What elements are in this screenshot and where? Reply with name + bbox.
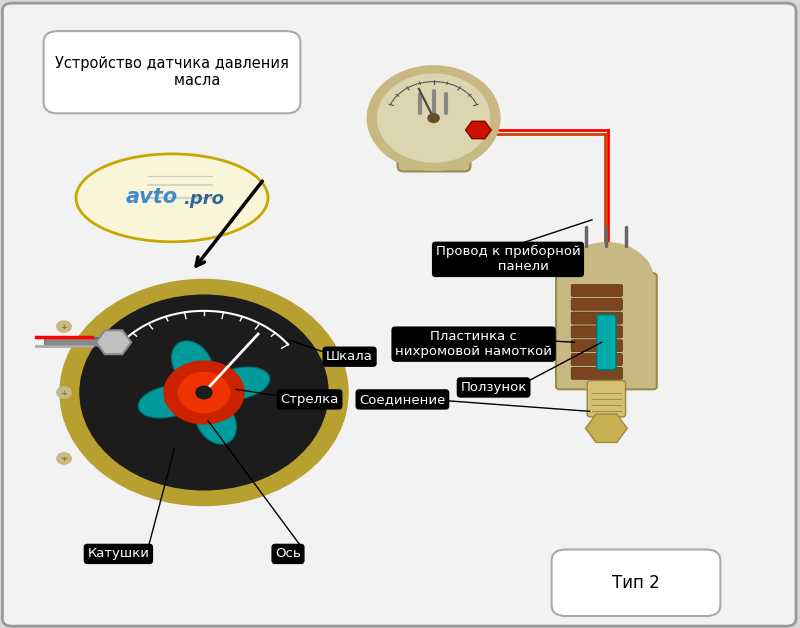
Text: Ось: Ось (275, 548, 301, 560)
Ellipse shape (195, 398, 236, 444)
Circle shape (560, 243, 653, 316)
FancyBboxPatch shape (44, 31, 301, 113)
Text: Шкала: Шкала (326, 350, 373, 363)
FancyBboxPatch shape (571, 367, 622, 379)
Text: Пластинка с
нихромовой намоткой: Пластинка с нихромовой намоткой (395, 330, 552, 358)
Circle shape (57, 321, 71, 332)
FancyBboxPatch shape (571, 284, 622, 296)
Circle shape (428, 114, 439, 122)
Circle shape (196, 386, 212, 399)
Circle shape (80, 295, 328, 490)
FancyBboxPatch shape (552, 550, 720, 616)
Circle shape (178, 372, 230, 413)
Circle shape (57, 387, 71, 398)
FancyBboxPatch shape (571, 326, 622, 338)
Circle shape (378, 74, 490, 162)
FancyBboxPatch shape (571, 340, 622, 352)
FancyBboxPatch shape (571, 312, 622, 324)
Ellipse shape (138, 386, 197, 418)
Ellipse shape (211, 367, 270, 399)
Circle shape (60, 279, 348, 506)
Text: Соединение: Соединение (359, 393, 446, 406)
Text: avto: avto (126, 187, 178, 207)
Ellipse shape (172, 341, 213, 387)
Circle shape (368, 67, 499, 170)
FancyBboxPatch shape (571, 298, 622, 310)
Text: Устройство датчика давления
           масла: Устройство датчика давления масла (55, 56, 289, 89)
Ellipse shape (76, 154, 268, 242)
Text: Провод к приборной
       панели: Провод к приборной панели (436, 246, 580, 273)
FancyBboxPatch shape (597, 315, 616, 370)
Circle shape (57, 453, 71, 464)
Text: Стрелка: Стрелка (281, 393, 338, 406)
FancyBboxPatch shape (398, 108, 470, 171)
Text: Катушки: Катушки (87, 548, 150, 560)
Text: .pro: .pro (183, 190, 225, 208)
Text: Тип 2: Тип 2 (612, 574, 660, 592)
FancyBboxPatch shape (571, 354, 622, 365)
Text: Ползунок: Ползунок (461, 381, 526, 394)
FancyBboxPatch shape (2, 3, 796, 626)
FancyBboxPatch shape (587, 381, 626, 417)
FancyBboxPatch shape (556, 273, 657, 389)
Circle shape (164, 361, 244, 424)
